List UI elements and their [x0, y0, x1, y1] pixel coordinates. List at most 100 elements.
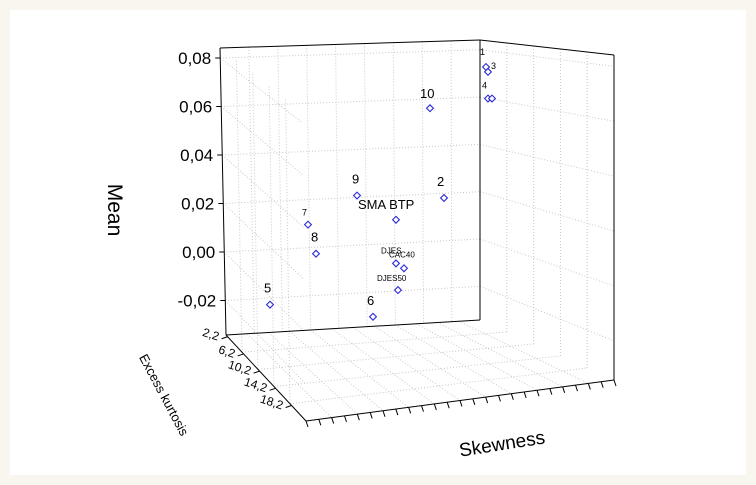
- floor-gridline: [395, 325, 511, 394]
- scatter-3d-chart: 0,080,060,040,020,00-0,022,26,210,214,21…: [10, 10, 746, 475]
- data-point: [393, 216, 400, 223]
- x-tick-mark: [601, 382, 603, 388]
- x-tick-mark: [383, 411, 385, 417]
- data-point: [313, 250, 320, 257]
- x-tick-mark: [345, 416, 347, 422]
- back-wall-gridline: [222, 144, 480, 155]
- x-tick-mark: [409, 407, 411, 413]
- x-tick-mark: [563, 387, 565, 393]
- tick-layer: 0,080,060,040,020,00-0,022,26,210,214,21…: [178, 49, 616, 427]
- data-point-label: 6: [367, 293, 374, 308]
- data-point: [267, 301, 274, 308]
- left-wall-vertical-gridline: [236, 61, 242, 352]
- x-tick-mark: [614, 380, 616, 386]
- right-wall-gridline: [480, 144, 614, 176]
- y-axis-line: [226, 335, 306, 421]
- x-tick-mark: [473, 399, 475, 405]
- x-tick-mark: [332, 418, 334, 424]
- x-tick-mark: [511, 394, 513, 400]
- left-wall-gridline: [223, 204, 304, 280]
- right-wall-gridline: [480, 97, 614, 121]
- data-point: [305, 221, 312, 228]
- x-tick-mark: [499, 395, 501, 401]
- left-wall-gridline: [222, 155, 303, 227]
- data-point-label: 10: [420, 86, 434, 101]
- y-tick-mark: [254, 371, 260, 373]
- x-tick-mark: [370, 412, 372, 418]
- left-wall-gridline: [220, 58, 302, 123]
- z-tick-label: 0,02: [181, 195, 214, 214]
- x-axis-title: Skewness: [458, 427, 547, 461]
- x-tick-mark: [588, 383, 590, 389]
- back-wall-vertical-gridline: [451, 41, 452, 322]
- box-edge: [220, 40, 480, 48]
- left-wall-vertical-gridline: [286, 99, 290, 404]
- data-point: [370, 313, 377, 320]
- x-tick-mark: [447, 402, 449, 408]
- z-tick-label: 0,06: [179, 98, 212, 117]
- data-point: [395, 287, 402, 294]
- left-wall-vertical-gridline: [253, 74, 258, 370]
- right-wall-gridline: [480, 192, 614, 231]
- data-point-label: 9: [352, 172, 359, 187]
- back-wall-vertical-gridline: [278, 46, 283, 331]
- z-tick-label: 0,08: [178, 49, 211, 68]
- x-tick-mark: [486, 397, 488, 403]
- z-tick-label: 0,04: [180, 146, 213, 165]
- data-point-label: 2: [437, 174, 444, 189]
- y-tick-mark: [238, 354, 244, 356]
- floor-gridline: [311, 330, 409, 407]
- left-wall-vertical-gridline: [269, 86, 274, 386]
- data-point-label: 4: [482, 81, 487, 91]
- left-wall-gridline: [221, 107, 303, 175]
- data-point: [393, 260, 400, 267]
- x-tick-mark: [576, 385, 578, 391]
- y-tick-label: 2,2: [201, 325, 222, 344]
- grid-layer: [220, 41, 614, 418]
- data-point: [441, 195, 448, 202]
- x-tick-mark: [357, 414, 359, 420]
- x-tick-mark: [422, 406, 424, 412]
- back-wall-vertical-gridline: [249, 47, 254, 333]
- axis-layer: [220, 40, 614, 421]
- floor-gridline: [374, 326, 486, 397]
- data-point-label: 7: [302, 208, 307, 218]
- data-point-label: 3: [491, 61, 496, 71]
- x-tick-mark: [396, 409, 398, 415]
- back-wall-vertical-gridline: [364, 44, 367, 327]
- box-edge: [480, 40, 614, 55]
- z-tick-label: -0,02: [178, 292, 217, 311]
- floor-gridline: [290, 368, 587, 404]
- x-tick-mark: [524, 392, 526, 398]
- data-point-label: 5: [264, 281, 271, 296]
- z-axis-title: Mean: [103, 184, 126, 237]
- z-axis-line: [220, 48, 226, 335]
- back-wall-vertical-gridline: [307, 45, 311, 330]
- x-tick-mark: [434, 404, 436, 410]
- data-point-label: DJES50: [377, 274, 407, 283]
- right-wall-gridline: [480, 239, 614, 286]
- x-tick-mark: [550, 389, 552, 395]
- data-point: [427, 105, 434, 112]
- data-point-label: 1: [480, 47, 485, 57]
- right-wall-gridline: [480, 50, 614, 67]
- floor-gridline: [290, 331, 384, 411]
- floor-gridline: [242, 332, 507, 352]
- box-edge: [226, 320, 480, 335]
- back-wall-vertical-gridline: [336, 44, 339, 328]
- y-axis-title: Excess kurtosis: [136, 351, 192, 438]
- data-point: [401, 265, 408, 272]
- floor-gridline: [417, 324, 538, 391]
- x-tick-mark: [460, 401, 462, 407]
- data-point-label: CAC40: [389, 250, 415, 259]
- back-wall-gridline: [220, 50, 480, 58]
- x-tick-mark: [306, 421, 308, 427]
- chart-frame: 0,08 0,06 0,04 0,02 0,00 -0,02 2,2 6,2 10,2 14,2 1…: [10, 10, 746, 475]
- back-wall-vertical-gridline: [422, 42, 423, 324]
- z-tick-label: 0,00: [182, 243, 215, 262]
- x-tick-mark: [319, 419, 321, 425]
- data-point-label: SMA BTP: [358, 197, 414, 212]
- back-wall-gridline: [221, 97, 480, 106]
- y-tick-mark: [270, 388, 276, 390]
